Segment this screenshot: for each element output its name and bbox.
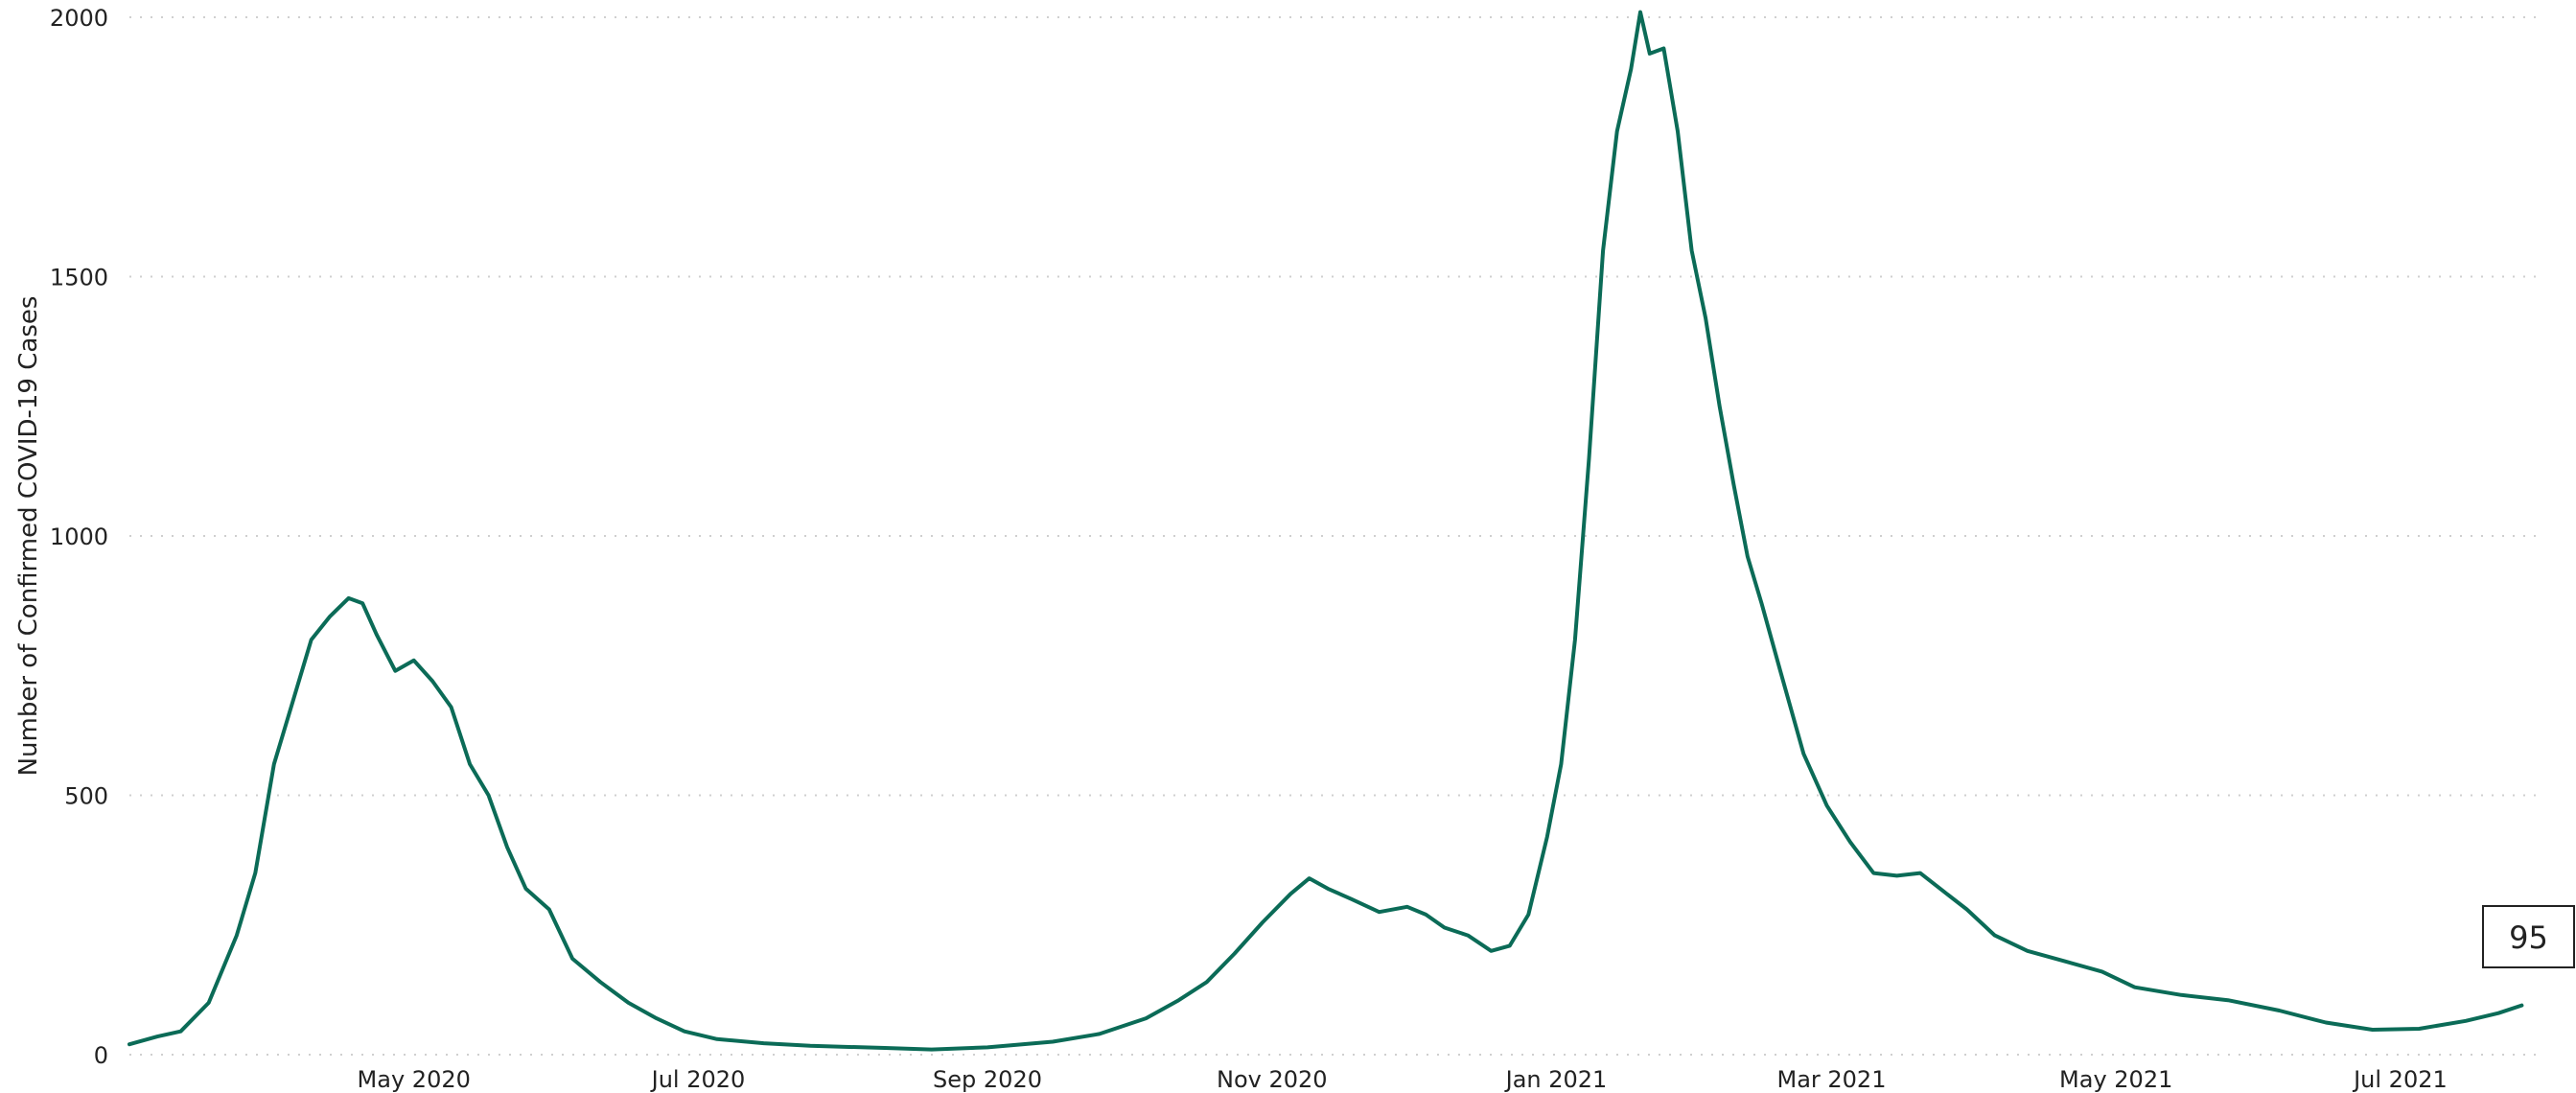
x-tick-labels: May 2020 Jul 2020 Sep 2020 Nov 2020 Jan 2021… <box>358 1066 2448 1093</box>
x-tick-label-6: May 2021 <box>2059 1066 2172 1093</box>
callout-box <box>2482 905 2575 968</box>
x-tick-label-1: Jul 2020 <box>650 1066 746 1093</box>
x-tick-label-0: May 2020 <box>358 1066 471 1093</box>
y-gridlines <box>129 16 2536 1056</box>
y-tick-label-500: 500 <box>64 783 108 810</box>
x-tick-label-4: Jan 2021 <box>1504 1066 1608 1093</box>
y-tick-labels: 0 500 1000 1500 2000 <box>50 5 108 1069</box>
last-value-callout: 95 <box>2482 905 2575 968</box>
y-axis-title: Number of Confirmed COVID-19 Cases <box>14 296 43 777</box>
x-tick-label-5: Mar 2021 <box>1776 1066 1886 1093</box>
y-tick-label-0: 0 <box>94 1042 108 1069</box>
callout-value: 95 <box>2509 919 2548 956</box>
y-tick-label-1000: 1000 <box>50 523 108 550</box>
y-tick-label-2000: 2000 <box>50 5 108 32</box>
series-line-confirmed-cases <box>128 10 2524 1052</box>
y-tick-label-1500: 1500 <box>50 265 108 291</box>
x-tick-label-3: Nov 2020 <box>1217 1066 1328 1093</box>
x-tick-label-2: Sep 2020 <box>933 1066 1042 1093</box>
x-tick-label-7: Jul 2021 <box>2352 1066 2448 1093</box>
